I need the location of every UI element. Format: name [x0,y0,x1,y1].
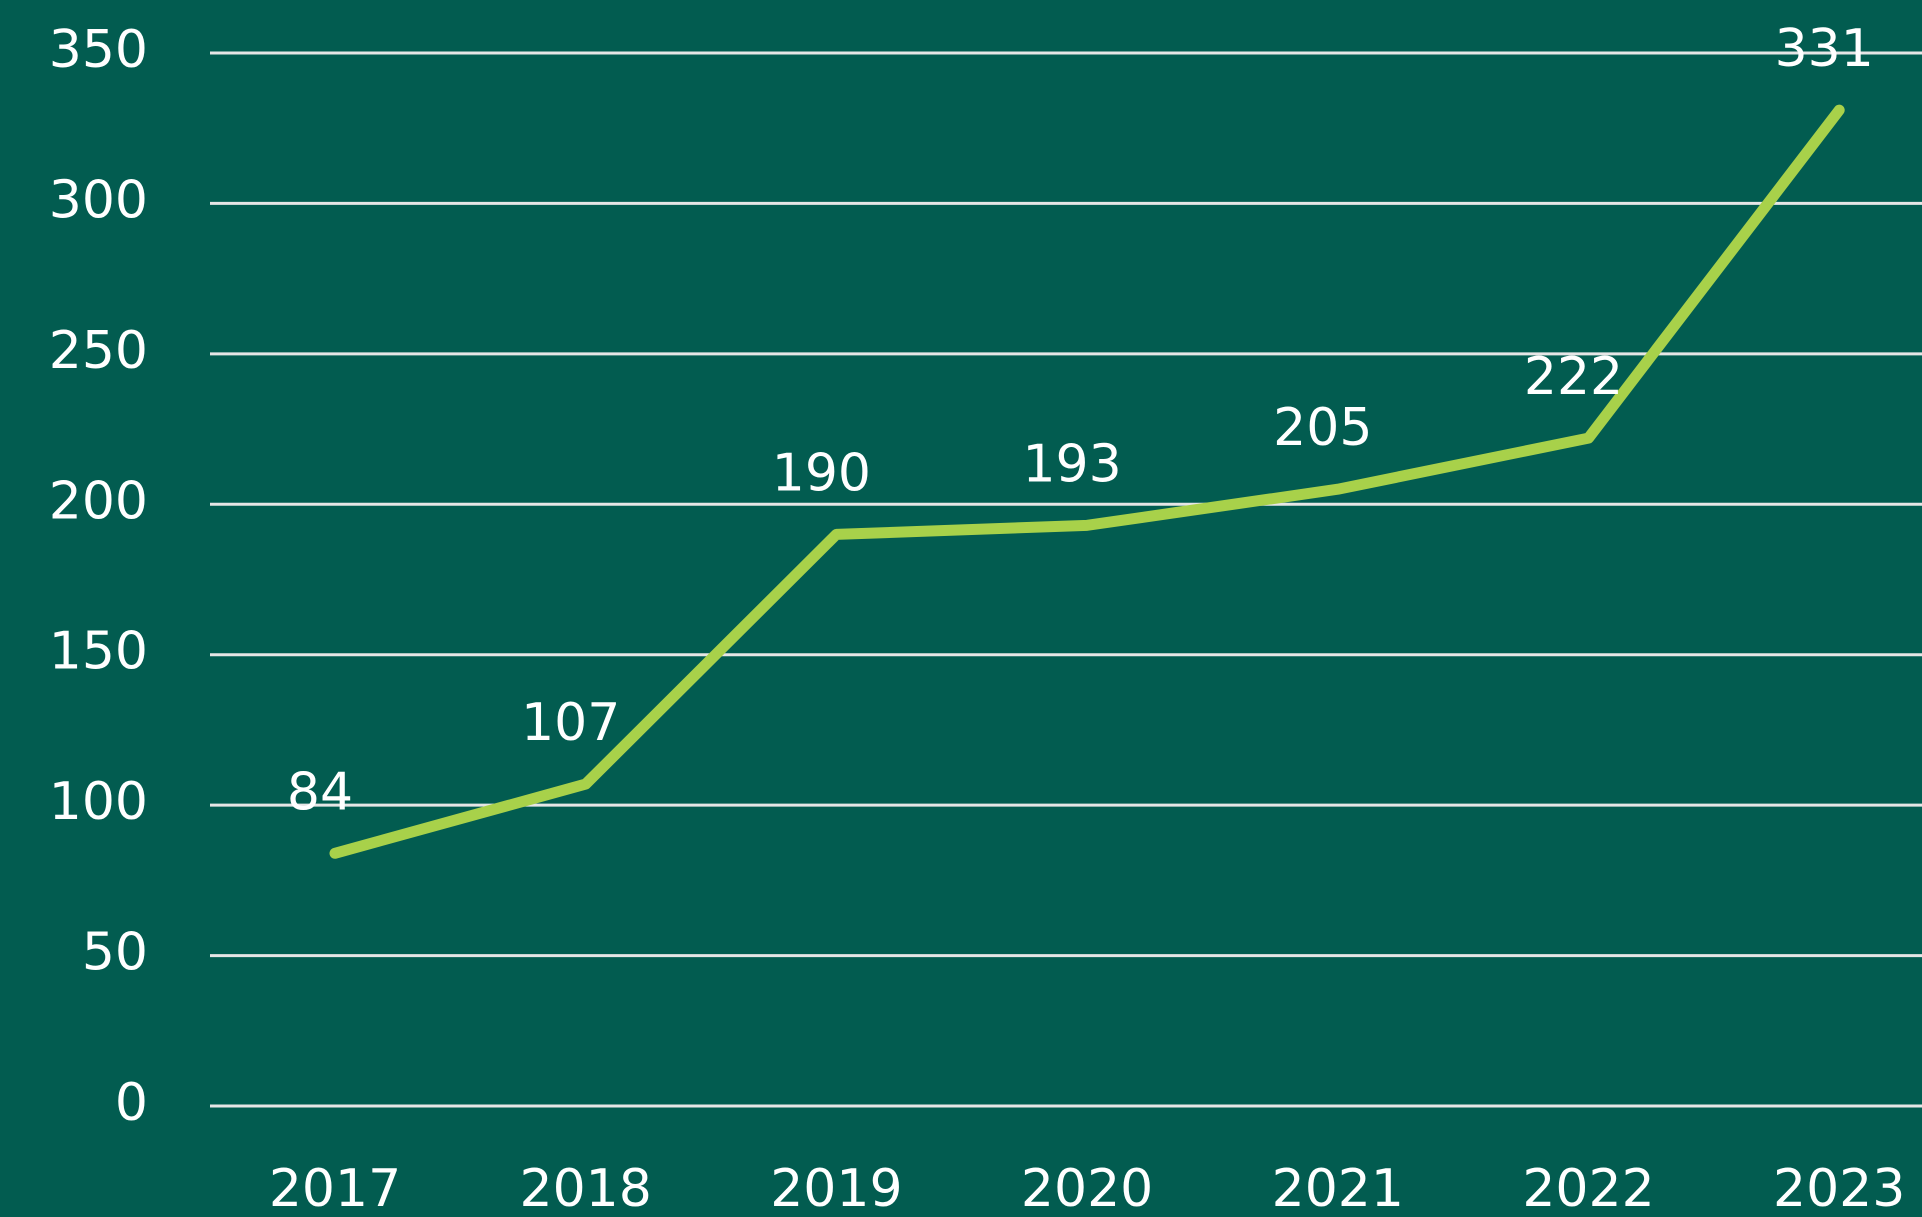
x-tick-label: 2018 [520,1159,652,1217]
x-tick-label: 2022 [1522,1159,1654,1217]
y-tick-label: 350 [49,20,148,80]
data-label: 331 [1775,19,1874,79]
data-label: 193 [1022,434,1121,494]
y-tick-label: 300 [49,170,148,230]
data-label: 190 [772,443,871,503]
data-label: 107 [521,693,620,753]
y-tick-label: 50 [82,923,148,983]
x-tick-label: 2021 [1272,1159,1404,1217]
data-label: 222 [1524,347,1623,407]
data-label: 205 [1273,398,1372,458]
y-tick-label: 250 [49,321,148,381]
x-tick-label: 2019 [770,1159,902,1217]
x-tick-label: 2017 [269,1159,401,1217]
x-tick-label: 2023 [1773,1159,1905,1217]
y-tick-label: 0 [115,1073,148,1133]
y-tick-label: 150 [49,622,148,682]
line-series [329,104,1845,859]
y-tick-label: 100 [49,772,148,832]
y-tick-label: 200 [49,471,148,531]
data-label: 84 [287,762,353,822]
x-tick-label: 2020 [1021,1159,1153,1217]
